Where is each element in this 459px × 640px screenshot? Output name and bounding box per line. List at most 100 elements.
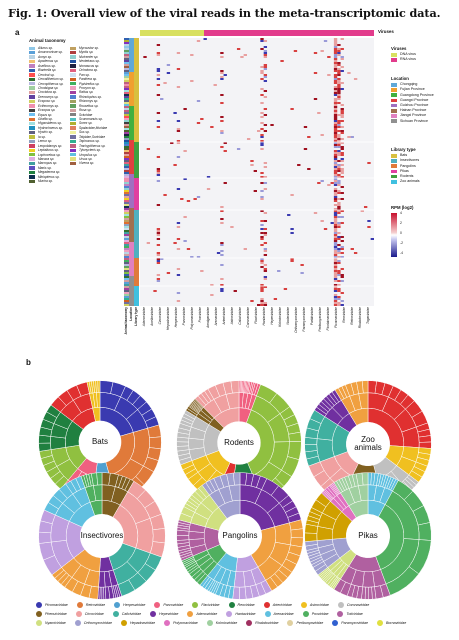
taxonomy-strip-cell <box>124 264 129 267</box>
panel-a-letter: a <box>15 28 20 37</box>
taxonomy-swatch <box>70 68 76 73</box>
taxonomy-strip-cell <box>124 196 129 199</box>
location-strip-cell <box>129 128 134 131</box>
heatmap-cell <box>176 68 181 70</box>
heatmap-cell <box>333 140 338 142</box>
heatmap-cell <box>170 142 174 144</box>
taxonomy-strip-cell <box>124 58 129 61</box>
heatmap-cell <box>340 256 344 258</box>
heatmap-cell <box>337 260 341 262</box>
heatmap-cell <box>333 270 338 272</box>
taxonomy-item: Cercopithecus sp. <box>29 82 64 86</box>
x-family-label: Nodaviridae <box>286 307 290 325</box>
taxonomy-item: Ecsopus sp. <box>29 108 64 112</box>
heatmap-cell <box>340 154 344 156</box>
heatmap-cell <box>340 104 344 106</box>
library-strip-cell <box>134 266 139 269</box>
taxonomy-item: Cervical sp. <box>29 73 64 77</box>
legend-rpm-heading: RPM (log2) <box>391 205 414 210</box>
heatmap-cell <box>263 188 268 190</box>
heatmap-cell <box>333 236 338 238</box>
heatmap-cell <box>220 120 224 122</box>
heatmap-cell <box>156 156 161 158</box>
taxonomy-strip-cell <box>124 192 129 195</box>
library-strip-cell <box>134 276 139 279</box>
taxonomy-strip-cell <box>124 74 129 77</box>
location-strip-cell <box>129 232 134 235</box>
taxonomy-item: Sciuridae <box>70 113 107 117</box>
location-strip-cell <box>129 228 134 231</box>
sunburst-segment <box>290 528 304 539</box>
taxonomy-strip-cell <box>124 164 129 167</box>
taxonomy-strip-cell <box>124 94 129 97</box>
x-family-label: Orthomyxoviridae <box>294 307 298 333</box>
taxonomy-strip-cell <box>124 128 129 131</box>
heatmap-cell <box>220 288 224 290</box>
heatmap-cell <box>200 270 204 272</box>
heatmap-cell <box>176 238 181 240</box>
taxonomy-strip-cell <box>124 194 129 197</box>
heatmap-cell <box>220 244 224 246</box>
library-strip-cell <box>134 262 139 265</box>
heatmap-cell <box>340 210 344 212</box>
taxonomy-swatch <box>70 77 76 81</box>
heatmap-cell <box>260 112 264 114</box>
heatmap-cell <box>337 98 341 100</box>
location-strip-cell <box>129 114 134 117</box>
legend-label: Chongqing <box>400 82 418 87</box>
taxonomy-item: Ecthnomys sp. <box>29 104 64 108</box>
heatmap-cell <box>350 248 354 250</box>
legend-item: Rodents <box>391 174 420 179</box>
library-strip-cell <box>134 92 139 95</box>
library-strip-cell <box>134 60 139 63</box>
sunburst-segment <box>304 444 318 453</box>
library-strip-cell <box>134 88 139 91</box>
heatmap-cell <box>333 130 338 132</box>
taxonomy-strip-cell <box>124 206 129 209</box>
heatmap-cell <box>263 254 268 256</box>
taxonomy-label: Cervical sp. <box>38 72 55 77</box>
heatmap-cell <box>333 68 338 70</box>
location-strip-cell <box>129 220 134 223</box>
taxonomy-swatch <box>29 126 35 130</box>
location-strip-cell <box>129 84 134 87</box>
heatmap-cell <box>340 66 344 68</box>
location-strip-cell <box>129 210 134 213</box>
heatmap-cell <box>263 268 268 270</box>
location-strip-cell <box>129 148 134 151</box>
location-strip-cell <box>129 262 134 265</box>
heatmap-cell <box>330 182 334 184</box>
heatmap-cell <box>280 60 284 62</box>
taxonomy-strip-cell <box>124 108 129 111</box>
library-strip-cell <box>134 100 139 103</box>
heatmap-cell <box>337 236 341 238</box>
taxonomy-strip-cell <box>124 78 129 81</box>
location-strip-cell <box>129 72 134 75</box>
legend-swatch <box>391 83 397 87</box>
heatmap-cell <box>337 154 341 156</box>
heatmap-cell <box>220 78 224 80</box>
heatmap-cell <box>333 168 338 170</box>
wheel-label: Insectivores <box>81 516 123 556</box>
heatmap-cell <box>160 98 164 100</box>
heatmap-cell <box>333 260 338 262</box>
sunburst-segment <box>101 586 105 600</box>
heatmap-cell <box>287 214 291 216</box>
heatmap-cell <box>156 52 161 54</box>
heatmap-cell <box>333 142 338 144</box>
heatmap-cell <box>260 38 264 40</box>
family-legend-label: Arteriviridae <box>272 602 292 607</box>
taxonomy-swatch <box>70 121 76 126</box>
heatmap-cell <box>260 210 264 212</box>
family-legend-dot <box>120 619 127 626</box>
family-legend-label: Poxviridae <box>311 611 329 616</box>
heatmap-cell <box>260 300 264 302</box>
legend-swatch <box>391 154 397 158</box>
location-strip-cell <box>129 276 134 279</box>
heatmap-cell <box>156 68 161 70</box>
library-strip-cell <box>134 168 139 171</box>
library-strip-cell <box>134 302 139 305</box>
taxonomy-swatch <box>29 55 35 59</box>
heatmap-cell <box>297 164 301 166</box>
heatmap-cell <box>333 118 338 120</box>
